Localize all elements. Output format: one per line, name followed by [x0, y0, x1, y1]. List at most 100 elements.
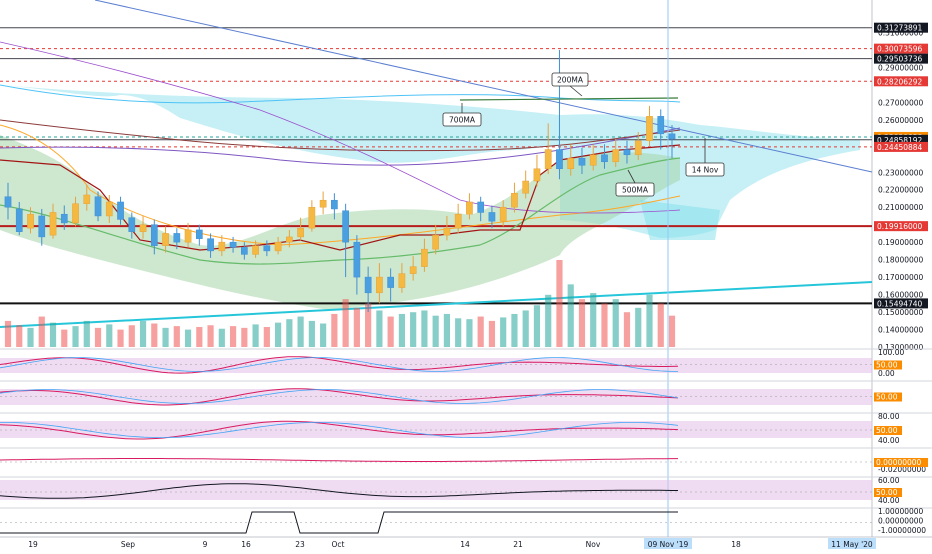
cloud-green-right: [560, 152, 680, 255]
volume-bar: [623, 312, 631, 347]
candle-body: [252, 245, 259, 255]
trendline-blue: [94, 0, 873, 173]
volume-bar: [94, 327, 102, 347]
volume-bar: [128, 325, 135, 347]
candle-body: [578, 158, 586, 166]
indicator-value-label: 50.00: [876, 488, 898, 497]
ma-green: [0, 157, 681, 265]
indicator-line: [0, 483, 678, 499]
candle-body: [218, 241, 226, 252]
candle-body: [297, 227, 304, 238]
candle-body: [49, 212, 57, 236]
indicator-tick-label: -1.00000000: [878, 526, 926, 535]
candle-body: [94, 196, 102, 217]
indicator-value-label: 0.00000000: [876, 458, 922, 467]
candle-body: [27, 213, 34, 229]
candle-body: [657, 116, 665, 135]
candle-body: [240, 247, 248, 255]
panel-band: [0, 421, 872, 438]
candle-body: [353, 241, 361, 278]
volume-bar: [16, 325, 23, 347]
price-tag-box: [874, 141, 928, 152]
indicator-signal-line: [0, 389, 679, 404]
candle-body: [173, 233, 181, 243]
candle-body: [117, 201, 124, 220]
indicator-value-box: [874, 458, 928, 467]
volume-bar: [635, 307, 642, 347]
price-tag-label: 0.15494740: [877, 299, 923, 308]
cloud-upper-teal: [0, 85, 560, 163]
candle-body: [4, 196, 12, 208]
candle-body: [105, 201, 113, 217]
price-tick-label: 0.23000000: [878, 168, 924, 177]
volume-bar: [72, 326, 79, 347]
volume-bar: [218, 328, 225, 347]
candle-body: [612, 149, 620, 163]
volume-bar: [320, 323, 327, 347]
volume-bar: [455, 318, 462, 347]
price-tag-box: [874, 298, 928, 309]
volume-bar: [61, 329, 68, 347]
candle-body: [567, 158, 575, 170]
time-tick-label: 9: [203, 540, 208, 549]
volume-bar: [578, 299, 586, 347]
candles: [4, 49, 676, 313]
volume-bar: [522, 310, 529, 347]
indicator-signal-line: [0, 357, 678, 372]
indicator-signal-line: [0, 422, 679, 438]
candle-body: [128, 217, 136, 232]
candle-body: [263, 245, 271, 252]
volume-bar: [331, 313, 338, 347]
time-tick-label: 23: [295, 540, 305, 549]
panel-band: [0, 389, 872, 405]
price-tick-label: 0.29000000: [878, 63, 924, 72]
candle-body: [72, 203, 79, 224]
candle-body: [162, 233, 169, 246]
candle-body: [466, 201, 473, 215]
volume-bar: [252, 324, 259, 347]
volume-bar: [466, 319, 473, 347]
indicator-tick-label: 0.00000000: [878, 517, 924, 526]
price-tag-box: [874, 43, 928, 54]
time-tick-label: 19: [28, 540, 38, 549]
candle-body: [387, 276, 394, 288]
price-tag-box: [874, 76, 928, 87]
indicator-tick-label: 40.00: [878, 436, 900, 445]
volume-bar: [106, 324, 113, 347]
price-tag-label: 0.24450884: [877, 143, 923, 152]
candle-body: [274, 241, 282, 252]
indicator-value-box: [874, 392, 902, 402]
indicator-value-box: [874, 488, 902, 497]
volume-bar: [601, 303, 608, 347]
price-tag-label: 0.30073596: [877, 45, 923, 54]
time-highlight-label: 09 Nov '19: [648, 540, 689, 549]
volume-bar: [398, 313, 405, 347]
candle-body: [286, 236, 293, 243]
candle-body: [139, 224, 147, 232]
volume-bar: [668, 315, 676, 347]
volume-bar: [207, 325, 214, 347]
volume-bar: [49, 322, 57, 347]
price-tag-box: [874, 221, 928, 232]
volume-bar: [500, 317, 507, 347]
time-tick-label: 16: [241, 540, 251, 549]
price-tick-label: 0.13000000: [878, 343, 924, 352]
volume-bar: [353, 307, 360, 347]
volume-bar: [196, 326, 203, 347]
volume-bar: [139, 320, 147, 347]
candle-body: [150, 224, 158, 246]
candle-body: [488, 212, 496, 222]
resistance-200ma: [459, 97, 679, 101]
volume-bar: [443, 313, 451, 347]
volume-bar: [432, 315, 439, 347]
volume-bar: [477, 316, 484, 347]
indicator-value-label: 50.00: [876, 393, 898, 402]
price-axis: 0.31000000 0.29000000 0.27000000 0.26000000…: [874, 22, 928, 352]
time-axis: 19 Sep 9 16 23 Oct 14 21 Nov 18 09 Nov '19 11 May '…: [28, 538, 876, 549]
volume-bar: [376, 310, 383, 347]
candle-body: [432, 234, 440, 250]
volume-bar: [297, 316, 304, 347]
ma-purple: [0, 127, 681, 166]
annotation-500ma: 500MA: [622, 186, 649, 195]
